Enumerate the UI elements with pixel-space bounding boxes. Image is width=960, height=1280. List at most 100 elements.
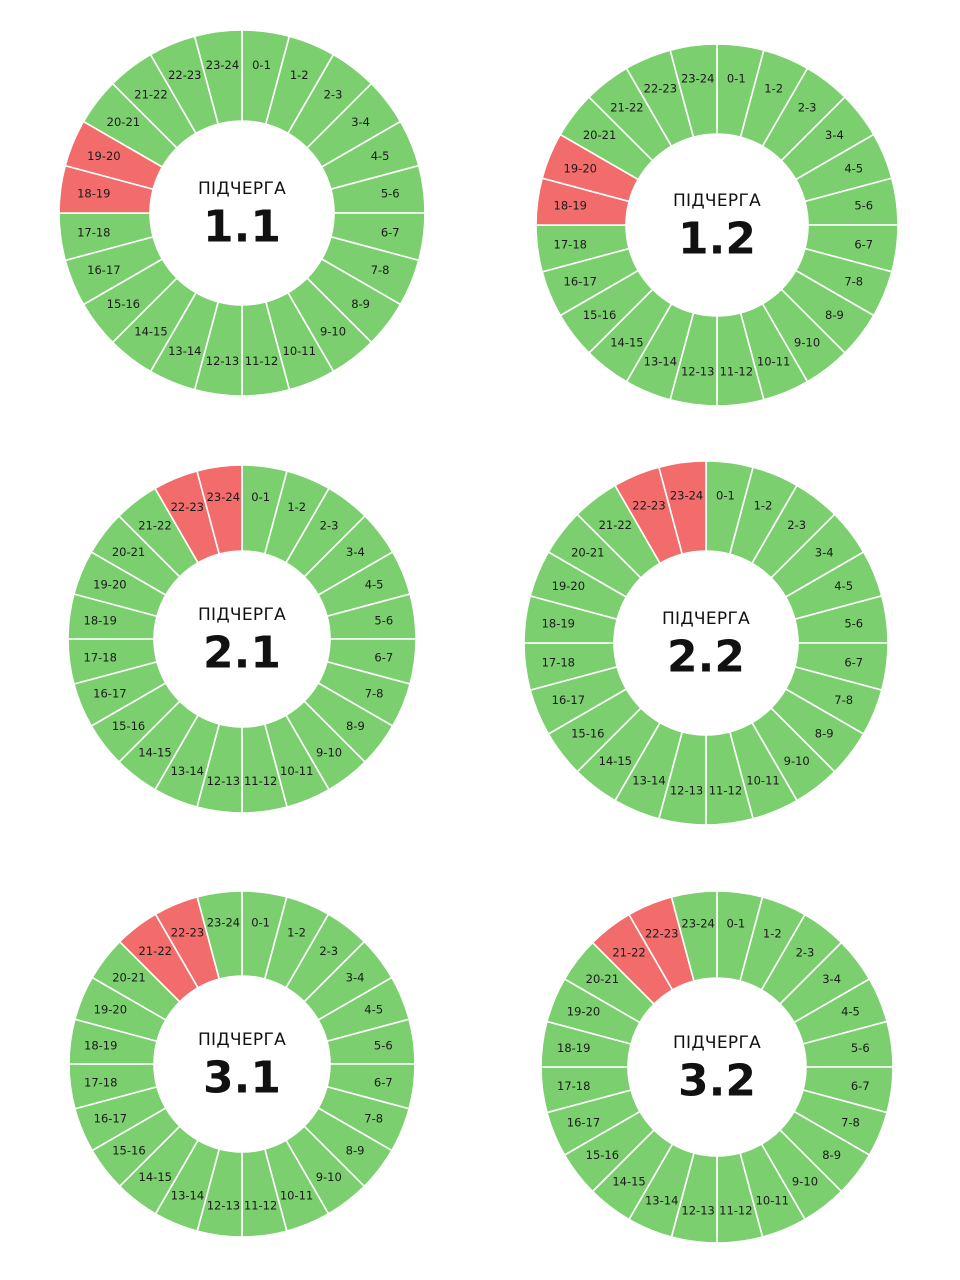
hour-label-10-11: 10-11: [756, 1194, 789, 1208]
hour-label-13-14: 13-14: [632, 774, 665, 788]
hour-label-19-20: 19-20: [93, 577, 126, 591]
subqueue-caption: ПІДЧЕРГА: [673, 191, 761, 211]
hour-segment-23-24: [195, 464, 243, 555]
hour-label-14-15: 14-15: [612, 1175, 645, 1189]
hour-label-12-13: 12-13: [206, 354, 239, 368]
hour-label-0-1: 0-1: [727, 71, 746, 85]
hour-label-21-22: 21-22: [138, 519, 171, 533]
hour-label-16-17: 16-17: [564, 275, 597, 289]
hour-label-20-21: 20-21: [112, 545, 145, 559]
subqueue-number: 2.1: [203, 628, 281, 679]
hour-label-7-8: 7-8: [844, 275, 863, 289]
hour-label-9-10: 9-10: [794, 335, 820, 349]
hour-label-4-5: 4-5: [834, 579, 853, 593]
hour-label-13-14: 13-14: [645, 1194, 678, 1208]
hour-label-19-20: 19-20: [552, 579, 585, 593]
hour-label-12-13: 12-13: [207, 1198, 240, 1212]
hour-label-14-15: 14-15: [610, 335, 643, 349]
hour-label-0-1: 0-1: [251, 490, 270, 504]
hour-label-18-19: 18-19: [84, 1038, 117, 1052]
subqueue-number: 2.2: [667, 632, 745, 683]
schedule-donut-1-1: 0-1 1-2 2-3 3-4 4-5 5-6 6-7 7-8 8-9 9-10 10-11 11-1…: [58, 29, 426, 397]
hour-label-22-23: 22-23: [645, 926, 678, 940]
hour-label-18-19: 18-19: [77, 186, 110, 200]
hour-label-15-16: 15-16: [112, 719, 145, 733]
hour-label-18-19: 18-19: [542, 617, 575, 631]
hour-label-7-8: 7-8: [365, 687, 384, 701]
hour-label-10-11: 10-11: [280, 1189, 313, 1203]
subqueue-caption: ПІДЧЕРГА: [662, 609, 750, 629]
subqueue-number: 3.2: [678, 1056, 756, 1107]
hour-label-12-13: 12-13: [681, 365, 714, 379]
hour-label-17-18: 17-18: [84, 1076, 117, 1090]
hour-label-23-24: 23-24: [670, 488, 703, 502]
hour-label-23-24: 23-24: [207, 916, 240, 930]
hour-label-9-10: 9-10: [320, 325, 346, 339]
hour-label-4-5: 4-5: [364, 1002, 383, 1016]
hour-label-2-3: 2-3: [796, 945, 815, 959]
hour-label-2-3: 2-3: [319, 944, 338, 958]
hour-label-11-12: 11-12: [245, 354, 278, 368]
hour-label-23-24: 23-24: [207, 490, 240, 504]
hour-label-1-2: 1-2: [287, 500, 306, 514]
hour-label-20-21: 20-21: [571, 545, 604, 559]
hour-label-6-7: 6-7: [844, 655, 863, 669]
hour-label-13-14: 13-14: [168, 344, 201, 358]
hour-label-4-5: 4-5: [841, 1005, 860, 1019]
hour-label-1-2: 1-2: [290, 68, 309, 82]
hour-label-4-5: 4-5: [365, 577, 384, 591]
hour-label-12-13: 12-13: [670, 784, 703, 798]
hour-label-14-15: 14-15: [139, 1170, 172, 1184]
hour-label-22-23: 22-23: [171, 500, 204, 514]
hour-label-3-4: 3-4: [822, 972, 841, 986]
hour-label-22-23: 22-23: [644, 81, 677, 95]
hour-label-11-12: 11-12: [244, 1198, 277, 1212]
hour-label-9-10: 9-10: [316, 745, 342, 759]
hour-label-17-18: 17-18: [554, 237, 587, 251]
hour-label-14-15: 14-15: [599, 754, 632, 768]
schedule-donut-2-1: 0-1 1-2 2-3 3-4 4-5 5-6 6-7 7-8 8-9 9-1010-1111-1…: [67, 464, 417, 814]
hour-label-1-2: 1-2: [764, 81, 783, 95]
hour-label-10-11: 10-11: [283, 344, 316, 358]
hour-label-5-6: 5-6: [374, 613, 393, 627]
schedule-donut-2-2: 0-1 1-2 2-3 3-4 4-5 5-6 6-7 7-8 8-9 9-10 10-11 11-1…: [523, 460, 889, 826]
hour-label-14-15: 14-15: [138, 745, 171, 759]
hour-label-5-6: 5-6: [851, 1041, 870, 1055]
hour-label-16-17: 16-17: [87, 263, 120, 277]
hour-label-19-20: 19-20: [94, 1002, 127, 1016]
hour-label-20-21: 20-21: [107, 115, 140, 129]
hour-label-0-1: 0-1: [716, 488, 735, 502]
hour-label-4-5: 4-5: [371, 149, 390, 163]
hour-label-8-9: 8-9: [346, 719, 365, 733]
hour-label-11-12: 11-12: [720, 365, 753, 379]
hour-label-12-13: 12-13: [207, 774, 240, 788]
subqueue-number: 1.2: [678, 214, 756, 265]
hour-label-4-5: 4-5: [844, 161, 863, 175]
hour-label-11-12: 11-12: [244, 774, 277, 788]
hour-label-16-17: 16-17: [94, 1112, 127, 1126]
hour-label-2-3: 2-3: [798, 101, 817, 115]
hour-label-5-6: 5-6: [381, 186, 400, 200]
hour-label-0-1: 0-1: [726, 917, 745, 931]
hour-label-21-22: 21-22: [612, 945, 645, 959]
hour-label-7-8: 7-8: [364, 1112, 383, 1126]
hour-label-13-14: 13-14: [171, 1189, 204, 1203]
hour-label-6-7: 6-7: [851, 1079, 870, 1093]
hour-label-19-20: 19-20: [564, 161, 597, 175]
hour-label-23-24: 23-24: [681, 71, 714, 85]
hour-label-21-22: 21-22: [139, 944, 172, 958]
hour-label-22-23: 22-23: [171, 925, 204, 939]
hour-label-0-1: 0-1: [252, 58, 271, 72]
hour-label-21-22: 21-22: [599, 518, 632, 532]
hour-label-20-21: 20-21: [586, 972, 619, 986]
hour-label-1-2: 1-2: [754, 498, 773, 512]
hour-segment-23-24: [657, 460, 707, 556]
hour-label-12-13: 12-13: [681, 1203, 714, 1217]
subqueue-number: 3.1: [203, 1053, 281, 1104]
hour-label-22-23: 22-23: [632, 498, 665, 512]
hour-label-17-18: 17-18: [77, 226, 110, 240]
hour-label-9-10: 9-10: [784, 754, 810, 768]
hour-label-5-6: 5-6: [374, 1038, 393, 1052]
